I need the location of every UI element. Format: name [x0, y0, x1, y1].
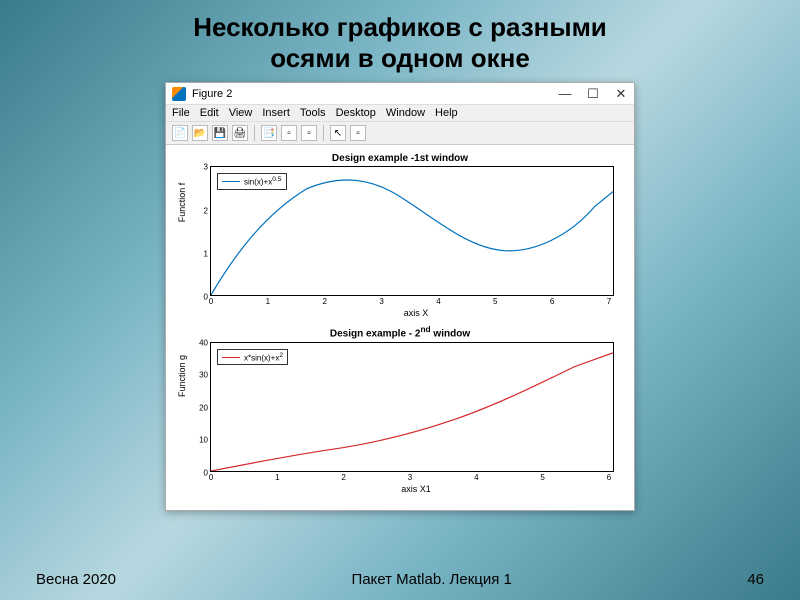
titlebar: Figure 2 — ☐ ✕ [166, 83, 634, 105]
footer-center: Пакет Matlab. Лекция 1 [351, 571, 511, 588]
xtick: 6 [550, 295, 554, 306]
chart2-xlabel: axis X1 [210, 484, 622, 494]
menu-file[interactable]: File [172, 107, 190, 119]
plot-area: Design example -1st window Function f si… [166, 145, 634, 509]
xtick: 2 [341, 471, 345, 482]
title-line1: Несколько графиков с разными [193, 12, 607, 42]
menubar: File Edit View Insert Tools Desktop Window Help [166, 105, 634, 122]
toolbar-icon-3[interactable]: 🖨 [232, 125, 248, 141]
title-line2: осями в одном окне [270, 43, 530, 73]
matlab-icon [172, 87, 186, 101]
chart1-xlabel: axis X [210, 308, 622, 318]
toolbar-separator [254, 125, 255, 141]
chart1-title: Design example -1st window [178, 153, 622, 164]
chart1-axes: sin(x)+x0.5 012301234567 [210, 166, 614, 296]
ytick: 40 [199, 338, 211, 347]
window-title: Figure 2 [192, 88, 558, 100]
footer-left: Весна 2020 [36, 571, 116, 588]
chart2-ylabel: Function g [177, 355, 187, 397]
toolbar-separator [323, 125, 324, 141]
chart1-legend: sin(x)+x0.5 [217, 173, 287, 190]
xtick: 4 [436, 295, 440, 306]
menu-edit[interactable]: Edit [200, 107, 219, 119]
minimize-button[interactable]: — [558, 86, 572, 102]
chart2-axes: x*sin(x)+x2 0102030400123456 [210, 342, 614, 472]
maximize-button[interactable]: ☐ [586, 86, 600, 102]
slide-title: Несколько графиков с разными осями в одн… [0, 0, 800, 82]
toolbar-icon-0[interactable]: 📄 [172, 125, 188, 141]
xtick: 6 [607, 471, 611, 482]
toolbar: 📄📂💾🖨📑▫▫↖▫ [166, 122, 634, 145]
xtick: 4 [474, 471, 478, 482]
ytick: 1 [204, 250, 211, 259]
chart2-legend: x*sin(x)+x2 [217, 349, 288, 366]
xtick: 7 [607, 295, 611, 306]
xtick: 3 [379, 295, 383, 306]
ytick: 30 [199, 371, 211, 380]
ytick: 10 [199, 436, 211, 445]
subplot-2: Design example - 2nd window Function g x… [178, 324, 622, 493]
subplot-1: Design example -1st window Function f si… [178, 153, 622, 318]
xtick: 0 [209, 471, 213, 482]
chart2-legend-label: x*sin(x)+x2 [244, 352, 283, 363]
menu-help[interactable]: Help [435, 107, 458, 119]
footer-right: 46 [747, 571, 764, 588]
chart2-title: Design example - 2nd window [178, 324, 622, 339]
xtick: 3 [408, 471, 412, 482]
toolbar-icon-1[interactable]: 📂 [192, 125, 208, 141]
slide-footer: Весна 2020 Пакет Matlab. Лекция 1 46 [0, 571, 800, 588]
ytick: 2 [204, 206, 211, 215]
figure-window: Figure 2 — ☐ ✕ File Edit View Insert Tools De… [165, 82, 635, 510]
menu-tools[interactable]: Tools [300, 107, 326, 119]
menu-view[interactable]: View [229, 107, 253, 119]
toolbar-icon-9[interactable]: ↖ [330, 125, 346, 141]
menu-desktop[interactable]: Desktop [336, 107, 376, 119]
chart1-ylabel: Function f [177, 183, 187, 223]
toolbar-icon-10[interactable]: ▫ [350, 125, 366, 141]
xtick: 5 [493, 295, 497, 306]
xtick: 1 [275, 471, 279, 482]
toolbar-icon-2[interactable]: 💾 [212, 125, 228, 141]
xtick: 5 [540, 471, 544, 482]
window-buttons: — ☐ ✕ [558, 86, 628, 102]
toolbar-icon-7[interactable]: ▫ [301, 125, 317, 141]
xtick: 2 [322, 295, 326, 306]
menu-insert[interactable]: Insert [262, 107, 290, 119]
chart1-legend-label: sin(x)+x0.5 [244, 176, 282, 187]
xtick: 0 [209, 295, 213, 306]
toolbar-icon-5[interactable]: 📑 [261, 125, 277, 141]
legend-line-icon [222, 181, 240, 182]
toolbar-icon-6[interactable]: ▫ [281, 125, 297, 141]
close-button[interactable]: ✕ [614, 86, 628, 102]
ytick: 3 [204, 163, 211, 172]
ytick: 20 [199, 403, 211, 412]
menu-window[interactable]: Window [386, 107, 425, 119]
legend-line-icon [222, 357, 240, 358]
xtick: 1 [266, 295, 270, 306]
